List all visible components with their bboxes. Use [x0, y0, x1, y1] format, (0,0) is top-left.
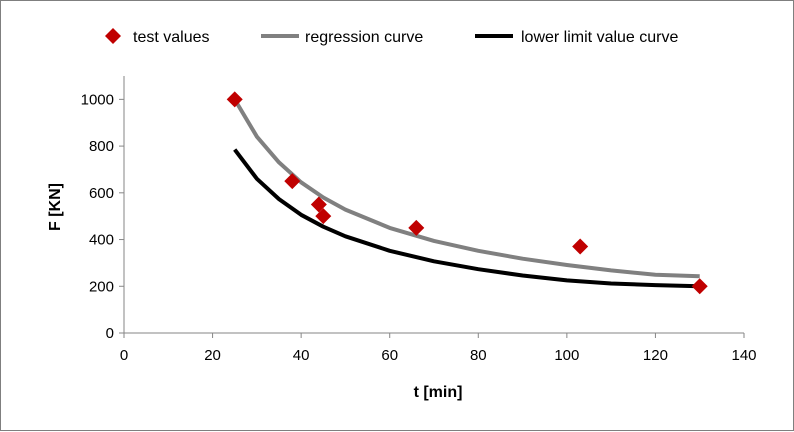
y-tick-label: 800	[89, 138, 114, 155]
y-axis-ticks: 0 200 400 600 800 1000	[81, 91, 124, 342]
legend-marker-test-values	[105, 28, 121, 44]
lower-limit-value-curve-line	[233, 148, 700, 289]
y-tick-label: 1000	[81, 91, 114, 108]
legend-label-regression-curve: regression curve	[305, 29, 423, 46]
x-tick-label: 20	[204, 347, 221, 364]
x-axis-ticks: 0 20 40 60 80 100 120 140	[120, 333, 757, 364]
x-tick-label: 120	[643, 347, 668, 364]
test-value-point	[284, 173, 301, 190]
legend-label-test-values: test values	[133, 29, 209, 46]
x-tick-label: 140	[731, 347, 756, 364]
y-tick-label: 400	[89, 232, 114, 249]
regression-curve-line	[232, 98, 700, 279]
x-tick-label: 80	[470, 347, 487, 364]
x-tick-label: 0	[120, 347, 128, 364]
legend-label-lower-limit-value-curve: lower limit value curve	[521, 29, 678, 46]
y-tick-label: 200	[89, 278, 114, 295]
x-axis-title: t [min]	[414, 384, 463, 401]
test-value-point	[691, 278, 708, 295]
x-tick-label: 40	[293, 347, 310, 364]
y-tick-label: 0	[106, 325, 114, 342]
y-tick-label: 600	[89, 185, 114, 202]
test-value-point	[572, 238, 589, 255]
series-layer	[226, 91, 708, 295]
test-value-point	[315, 208, 332, 225]
test-value-point	[408, 219, 425, 236]
legend: test values regression curve lower limit…	[105, 28, 678, 46]
test-value-point	[226, 91, 243, 108]
test-value-point	[310, 196, 327, 213]
y-axis-title: F [KN]	[47, 183, 64, 231]
x-tick-label: 100	[554, 347, 579, 364]
x-tick-label: 60	[381, 347, 398, 364]
